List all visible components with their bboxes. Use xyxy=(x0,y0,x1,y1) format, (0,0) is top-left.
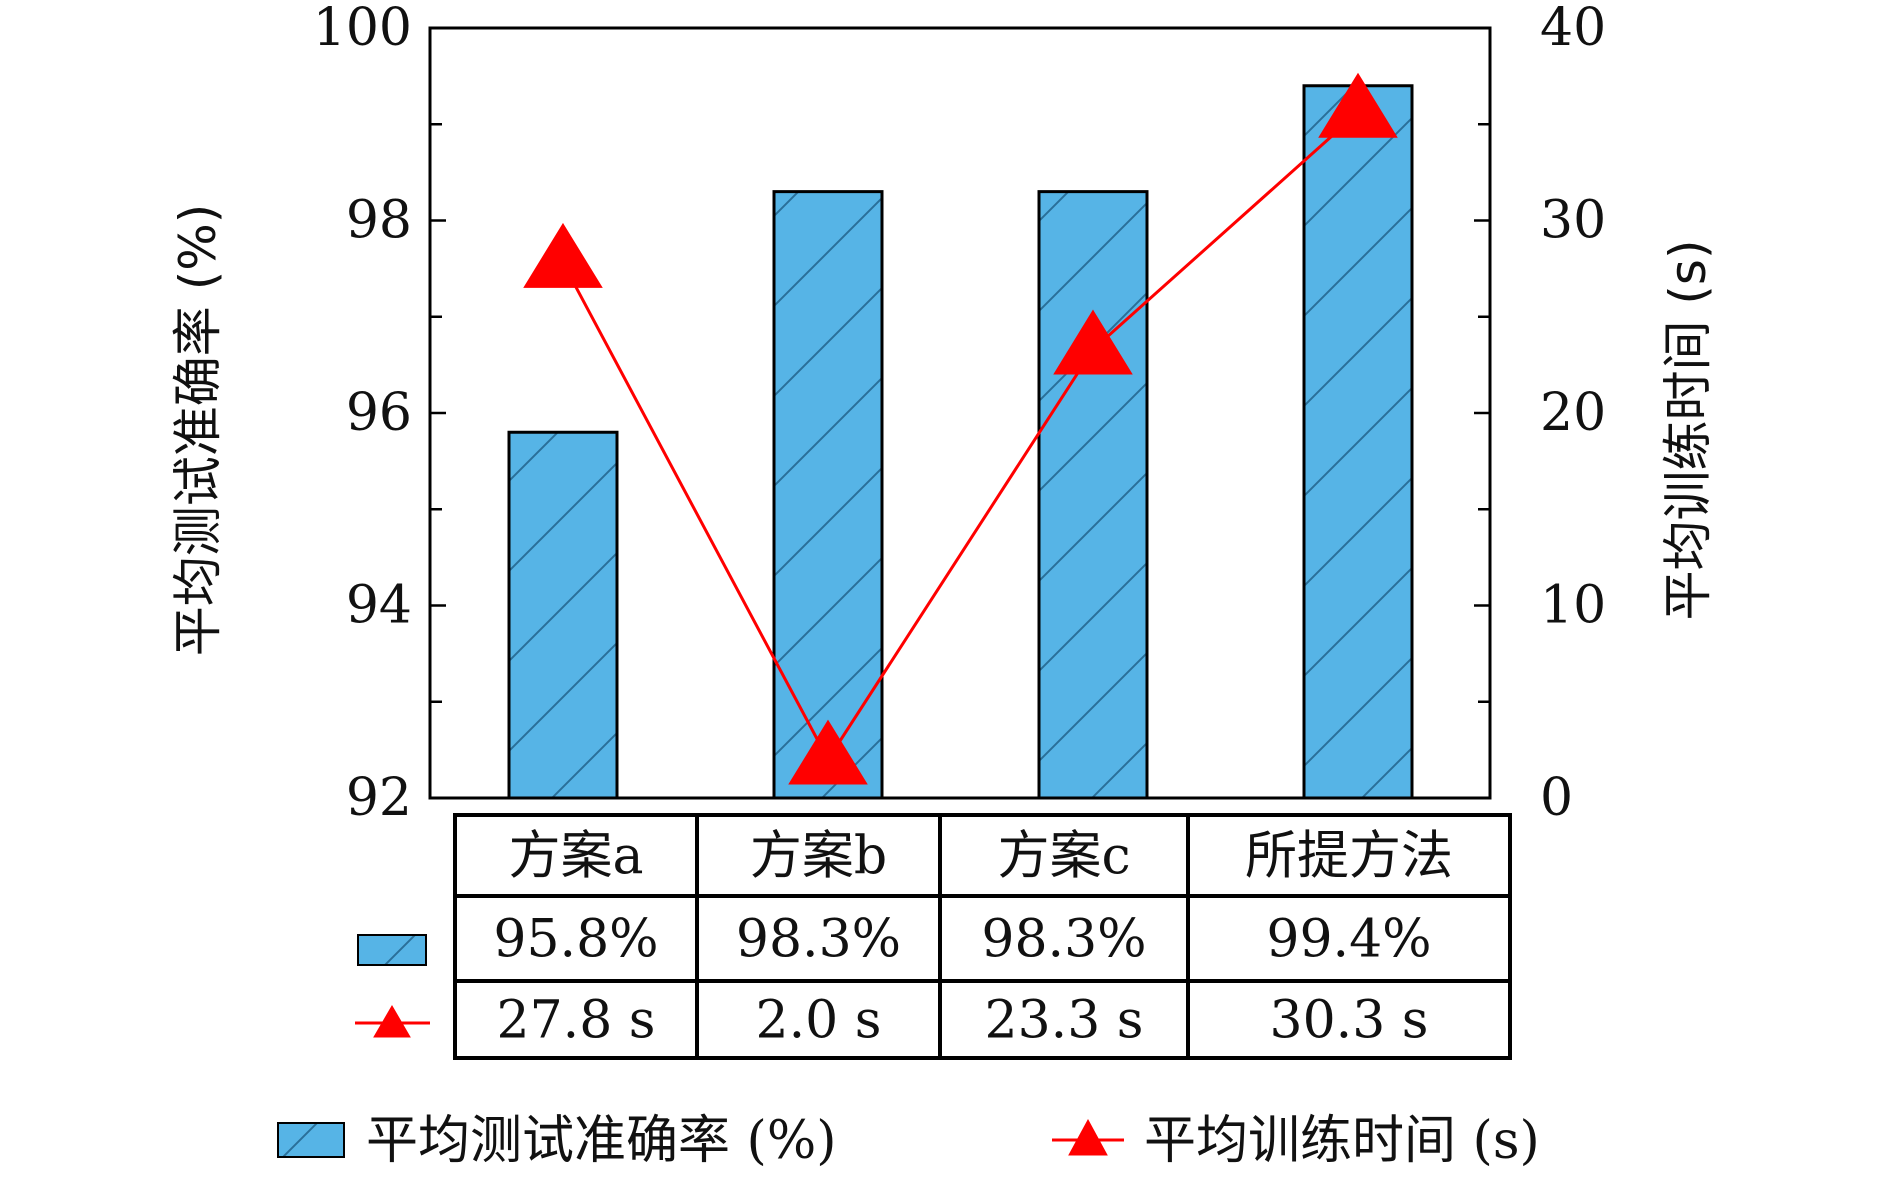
table-border xyxy=(453,813,1512,1060)
table-key-triangle-marker xyxy=(373,1005,411,1038)
table-key-bar-swatch xyxy=(357,934,427,966)
legend: 平均测试准确率 (%) 平均训练时间 (s) xyxy=(277,1111,1540,1171)
left-axis-title: 平均测试准确率 (%) xyxy=(169,204,227,656)
legend-line-label: 平均训练时间 (s) xyxy=(1144,1111,1540,1171)
left-tick-label: 100 xyxy=(313,0,412,58)
legend-bar-label: 平均测试准确率 (%) xyxy=(366,1111,837,1171)
time-point-marker xyxy=(1053,309,1133,375)
left-tick-label: 94 xyxy=(346,576,412,636)
table-header-cell: 方案a xyxy=(508,827,643,887)
bars-group xyxy=(507,84,1414,800)
right-tick-label: 30 xyxy=(1540,191,1606,251)
left-tick-label: 98 xyxy=(346,191,412,251)
table-value-cell: 99.4% xyxy=(1266,910,1431,970)
table-value-cell: 2.0 s xyxy=(756,991,882,1051)
right-tick-label: 40 xyxy=(1540,0,1606,58)
table-header-cell: 方案b xyxy=(750,827,887,887)
table-value-cell: 98.3% xyxy=(981,910,1146,970)
time-line-group xyxy=(523,72,1398,785)
table-value-cell: 30.3 s xyxy=(1270,991,1429,1051)
accuracy-bar xyxy=(507,430,619,800)
left-tick-label: 92 xyxy=(346,768,412,828)
right-axis-title: 平均训练时间 (s) xyxy=(1659,240,1717,621)
table-value-cell: 95.8% xyxy=(493,910,658,970)
legend-triangle-marker xyxy=(1068,1118,1108,1156)
time-point-marker xyxy=(788,719,868,785)
time-point-marker xyxy=(523,222,603,288)
axis-ticks-group: 92 94 96 98 100 0 10 20 30 40 xyxy=(313,0,1606,828)
right-tick-label: 0 xyxy=(1540,768,1573,828)
table-value-cell: 98.3% xyxy=(736,910,901,970)
table-text: 方案a 方案b 方案c 所提方法 95.8% 98.3% 98.3% 99.4% 27.8 s 2… xyxy=(355,827,1453,1051)
table-value-cell: 27.8 s xyxy=(497,991,656,1051)
accuracy-bar xyxy=(1302,84,1414,800)
table-value-cell: 23.3 s xyxy=(985,991,1144,1051)
table-header-cell: 方案c xyxy=(997,827,1130,887)
time-point-marker xyxy=(1318,72,1398,138)
time-line xyxy=(561,111,1359,763)
table-header-cell: 所提方法 xyxy=(1245,827,1453,887)
left-tick-label: 96 xyxy=(346,383,412,443)
right-tick-label: 10 xyxy=(1540,576,1606,636)
data-table: 方案a 方案b 方案c 所提方法 95.8% 98.3% 98.3% 99.4% 27.8 s 2… xyxy=(355,813,1512,1060)
legend-bar-swatch xyxy=(277,1122,345,1158)
table-grid xyxy=(453,813,1512,1060)
accuracy-bar xyxy=(1037,190,1149,800)
accuracy-bar xyxy=(772,190,884,800)
right-tick-label: 20 xyxy=(1540,383,1606,443)
